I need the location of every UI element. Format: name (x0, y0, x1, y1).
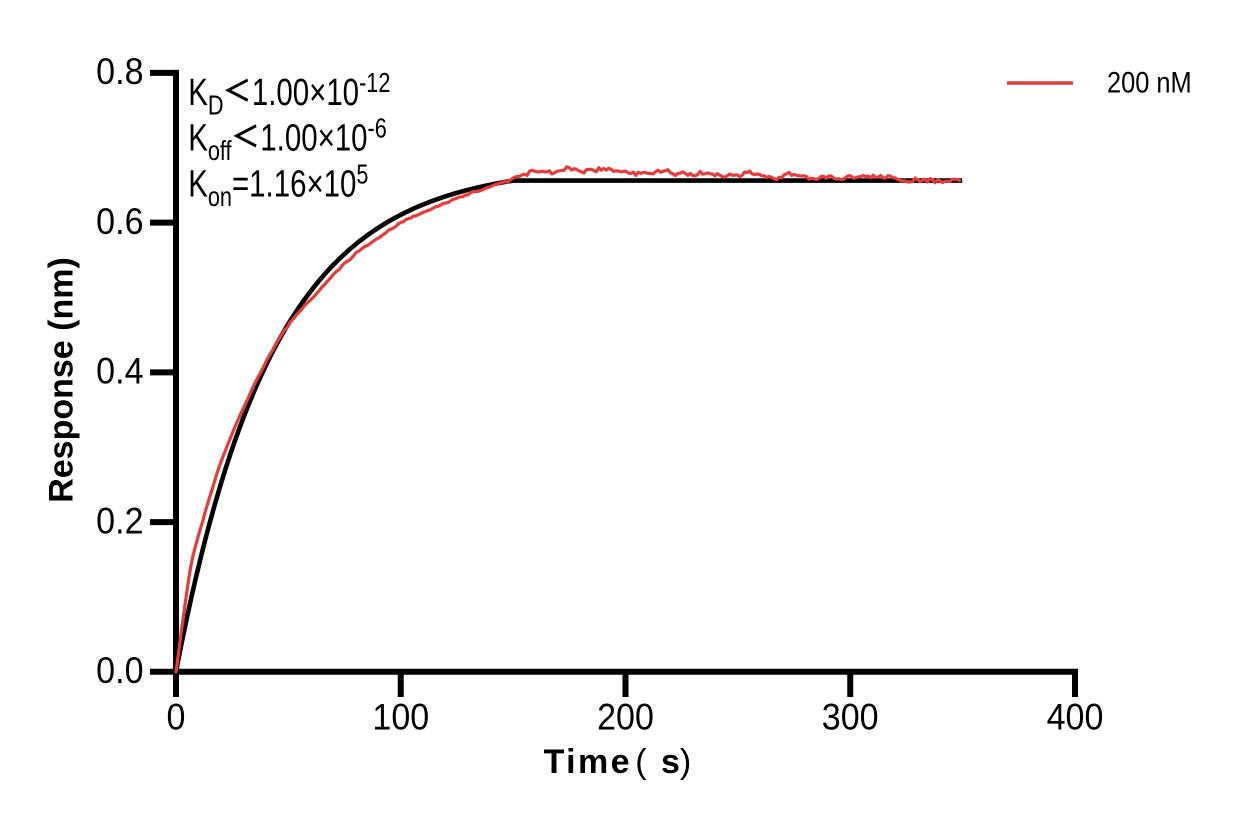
svg-text:s: s (661, 743, 680, 781)
svg-text:1.00×10-12: 1.00×10-12 (252, 67, 391, 114)
svg-text:Response (nm): Response (nm) (43, 257, 81, 503)
svg-text:200: 200 (597, 696, 654, 738)
svg-text:0.6: 0.6 (96, 200, 143, 242)
svg-text:Time: Time (544, 743, 632, 781)
svg-text:300: 300 (822, 696, 879, 738)
svg-text:1.16×105: 1.16×105 (249, 159, 368, 206)
svg-text:100: 100 (372, 696, 429, 738)
svg-text:0.8: 0.8 (96, 51, 143, 93)
svg-text:200 nM: 200 nM (1107, 66, 1192, 99)
svg-text:0.2: 0.2 (96, 500, 143, 542)
svg-text:(: ( (635, 743, 647, 781)
svg-text:0.4: 0.4 (96, 350, 143, 392)
svg-text:0: 0 (167, 696, 186, 738)
svg-text:): ) (680, 743, 691, 781)
svg-text:400: 400 (1047, 696, 1104, 738)
svg-text:0.0: 0.0 (96, 650, 143, 692)
svg-text:1.00×10-6: 1.00×10-6 (260, 113, 387, 160)
